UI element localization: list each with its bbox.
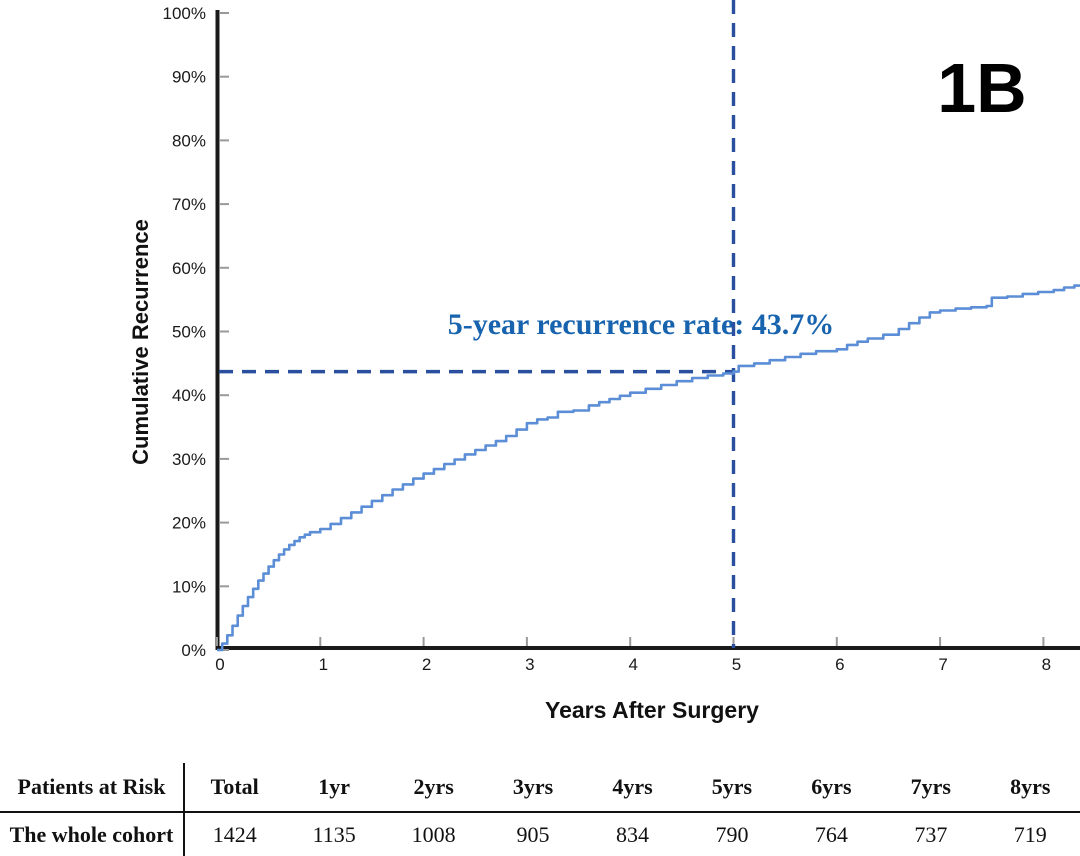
risk-table-value-cell: 764: [814, 821, 848, 847]
y-axis-title: Cumulative Recurrence: [128, 219, 153, 465]
x-axis-tick-label: 7: [938, 655, 947, 674]
figure-panel-label: 1B: [937, 49, 1026, 127]
risk-table-value-cell: 834: [615, 821, 649, 847]
risk-table-header-cell: 7yrs: [881, 763, 981, 813]
risk-table-header-cell: 5yrs: [682, 763, 782, 813]
risk-table-value-cell: 737: [914, 821, 948, 847]
x-axis-tick-label: 3: [525, 655, 534, 674]
y-axis-tick-label: 30%: [172, 450, 206, 469]
y-axis-tick-label: 40%: [172, 386, 206, 405]
y-axis-tick-label: 0%: [181, 641, 206, 660]
risk-table-value-cell: 1424: [212, 821, 257, 847]
x-axis-tick-label: 8: [1042, 655, 1051, 674]
y-axis-tick-label: 100%: [163, 4, 206, 23]
recurrence-curve: [217, 284, 1080, 652]
x-axis-tick-label: 4: [628, 655, 637, 674]
y-axis-tick-label: 20%: [172, 514, 206, 533]
patients-at-risk-table: Patients at Risk Total 1yr 2yrs 3yrs 4yrs 5yrs…: [0, 763, 1080, 856]
risk-table-header-cell: 1yr: [284, 763, 384, 813]
risk-table-value-cell: 719: [1013, 821, 1047, 847]
risk-table-row-label: The whole cohort: [0, 813, 185, 856]
x-axis-tick-label: 0: [215, 655, 224, 674]
x-axis-tick-label: 2: [422, 655, 431, 674]
recurrence-chart: 1B Cumulative Recurrence Years After Sur…: [128, 0, 1080, 723]
axes: 0% 10% 20% 30% 40% 50% 60% 70% 80% 90% 100% 0 1 2 3 4 5 6…: [163, 4, 1080, 674]
x-axis-tick-label: 5: [732, 655, 741, 674]
risk-table-value-cell: 1008: [411, 821, 456, 847]
y-axis-tick-label: 10%: [172, 577, 206, 596]
recurrence-curve-path: [217, 284, 1080, 652]
risk-table-title: Patients at Risk: [0, 763, 185, 813]
risk-table-header-cell: 6yrs: [781, 763, 882, 813]
y-axis-tick-label: 60%: [172, 259, 206, 278]
y-axis-tick-label: 90%: [172, 68, 206, 87]
x-axis-tick-label: 1: [319, 655, 328, 674]
risk-table-header-cell: 8yrs: [980, 763, 1080, 813]
risk-table-value-cell: 790: [715, 821, 749, 847]
risk-table-value-cell: 905: [516, 821, 550, 847]
risk-table-header-cell: Total: [185, 763, 285, 813]
y-axis-tick-label: 50%: [172, 323, 206, 342]
risk-table-header-cell: 4yrs: [582, 763, 683, 813]
x-axis-tick-label: 6: [835, 655, 844, 674]
y-axis-tick-label: 80%: [172, 131, 206, 150]
five-year-rate-annotation: 5-year recurrence rate: 43.7%: [448, 308, 835, 341]
x-axis-title: Years After Surgery: [545, 697, 759, 723]
risk-table-header-cell: 2yrs: [383, 763, 484, 813]
risk-table-header-cell: 3yrs: [483, 763, 583, 813]
y-axis-tick-label: 70%: [172, 195, 206, 214]
reference-lines: [219, 0, 736, 648]
risk-table-value-cell: 1135: [312, 821, 356, 847]
